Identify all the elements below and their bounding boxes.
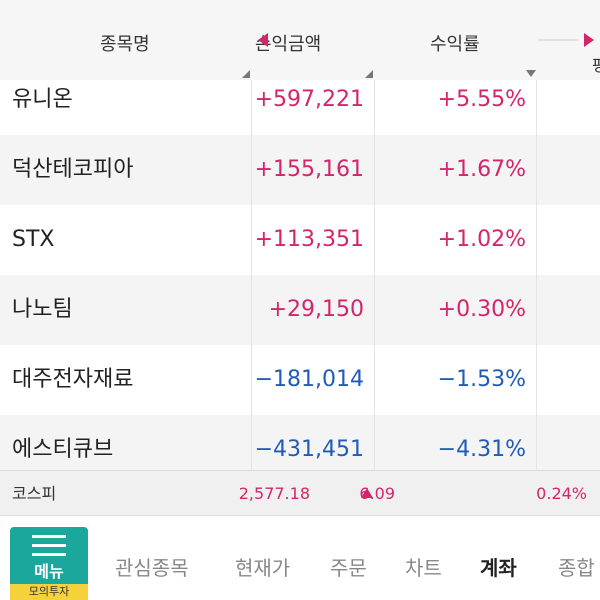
header-icons xyxy=(242,33,594,78)
stock-name: 대주전자재료 xyxy=(12,367,134,392)
divider xyxy=(251,80,252,470)
index-rate: 0.24% xyxy=(536,484,587,503)
next-column[interactable]: 평 xyxy=(592,56,600,75)
table-row[interactable]: STX +113,351 +1.02% xyxy=(0,205,600,275)
table-row[interactable]: 유니온 +597,221 +5.55% xyxy=(0,80,600,135)
stock-name: 에스티큐브 xyxy=(12,437,114,462)
table-row[interactable]: 덕산테코피아 +155,161 +1.67% xyxy=(0,135,600,205)
index-bar[interactable]: 코스피 2,577.18 6.09 0.24% xyxy=(0,470,600,516)
index-change: 6.09 xyxy=(359,484,395,503)
profit-rate: −1.53% xyxy=(437,367,526,392)
index-value: 2,577.18 xyxy=(238,484,310,503)
profit-rate: +1.02% xyxy=(437,227,526,252)
nav-tab[interactable]: 현재가 xyxy=(235,556,291,580)
bottom-nav xyxy=(0,515,600,600)
profit-amount: −181,014 xyxy=(254,367,364,392)
stock-name: 유니온 xyxy=(12,87,73,112)
divider xyxy=(374,80,375,470)
divider xyxy=(536,80,537,470)
stock-name: 덕산테코피아 xyxy=(12,157,134,182)
nav-tab[interactable]: 관심종목 xyxy=(115,556,189,580)
stock-name: 나노팀 xyxy=(12,297,73,322)
profit-amount: +29,150 xyxy=(268,297,364,322)
column-header[interactable]: 손익금액 xyxy=(255,34,322,55)
table-row[interactable]: 나노팀 +29,150 +0.30% xyxy=(0,275,600,345)
profit-amount: +155,161 xyxy=(254,157,364,182)
menu-icon xyxy=(32,535,66,556)
profit-rate: −4.31% xyxy=(437,437,526,462)
menu-label: 메뉴 xyxy=(34,562,64,581)
stock-name: STX xyxy=(12,227,55,252)
nav-tab[interactable]: 계좌 xyxy=(480,556,517,580)
menu-button[interactable]: 메뉴 모의투자 xyxy=(10,527,88,600)
mock-badge: 모의투자 xyxy=(10,584,88,600)
profit-rate: +5.55% xyxy=(437,87,526,112)
profit-rate: +1.67% xyxy=(437,157,526,182)
nav-tab[interactable]: 차트 xyxy=(405,556,442,580)
nav-tab[interactable]: 종합 xyxy=(558,556,595,580)
table-row[interactable]: 에스티큐브 −431,451 −4.31% xyxy=(0,415,600,470)
column-header[interactable]: 수익률 xyxy=(430,34,480,55)
profit-amount: +113,351 xyxy=(254,227,364,252)
table-row[interactable]: 대주전자재료 −181,014 −1.53% xyxy=(0,345,600,415)
profit-rate: +0.30% xyxy=(437,297,526,322)
profit-amount: +597,221 xyxy=(254,87,364,112)
up-icon xyxy=(361,488,373,498)
index-name: 코스피 xyxy=(12,484,57,503)
column-header[interactable]: 종목명 xyxy=(100,34,150,55)
table-header: 종목명 손익금액 수익률 평 xyxy=(0,0,600,81)
profit-amount: −431,451 xyxy=(254,437,364,462)
nav-tab[interactable]: 주문 xyxy=(330,556,367,580)
